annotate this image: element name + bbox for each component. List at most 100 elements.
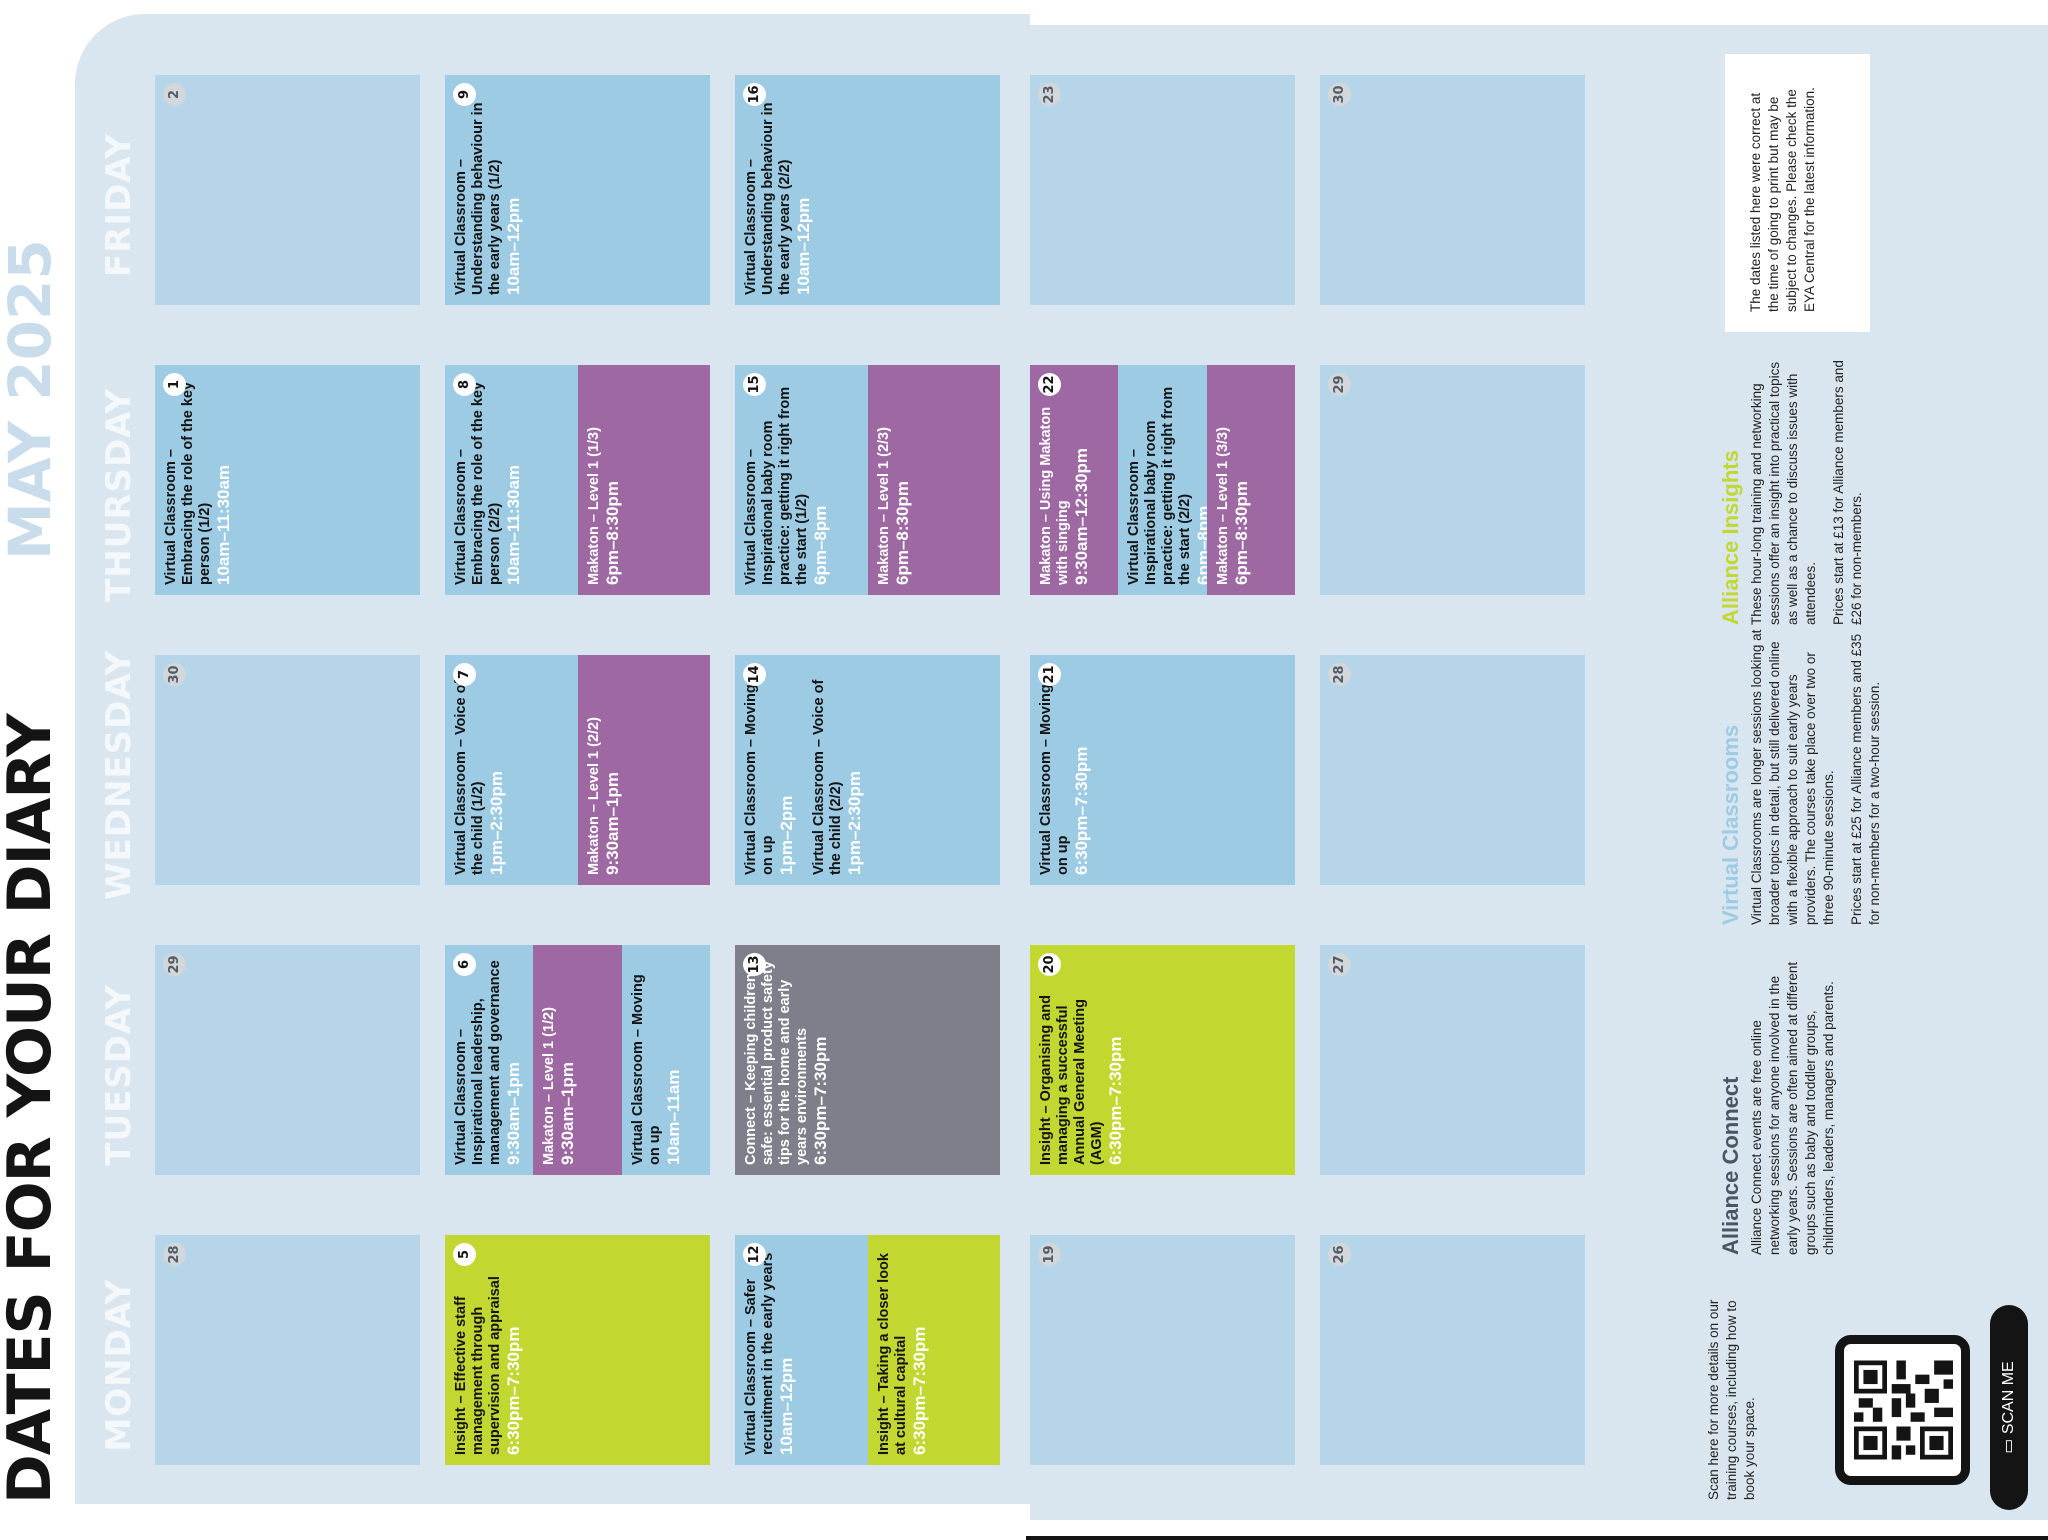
empty-day [1030, 75, 1295, 305]
event-item[interactable]: Makaton – Level 1 (1/3) 6pm–8:30pm [586, 375, 623, 585]
event-item[interactable]: Insight – Taking a closer look at cultur… [876, 1245, 930, 1455]
event-item[interactable]: Virtual Classroom – Inspirational baby r… [1126, 375, 1214, 585]
event-time: 10am–11am [663, 1069, 683, 1165]
day-cell: 29 [155, 945, 420, 1175]
event-segment: Makaton – Level 1 (2/3) 6pm–8:30pm [867, 365, 1000, 595]
day-number: 30 [1328, 83, 1351, 106]
empty-day [1320, 75, 1585, 305]
event-time: 1pm–2:30pm [487, 771, 506, 875]
event-item[interactable]: Makaton – Level 1 (1/2) 9:30am–1pm [541, 955, 578, 1165]
day-number: 19 [1038, 1243, 1061, 1266]
event-title: Virtual Classroom – Voice of the child (… [811, 679, 844, 875]
day-cell: 30 [155, 655, 420, 885]
event-title: Virtual Classroom – Voice of the child (… [453, 679, 486, 875]
day-number: 7 [453, 663, 476, 686]
event-time: 6:30pm–7:30pm [1072, 746, 1091, 875]
day-cell: 19 [1030, 1235, 1295, 1465]
event-time: 10am–12pm [777, 1357, 796, 1455]
event-time: 6:30pm–7:30pm [909, 1326, 929, 1455]
event-item[interactable]: Makaton – Level 1 (2/2) 9:30am–1pm [586, 665, 623, 875]
day-number: 22 [1038, 373, 1061, 396]
day-number: 6 [453, 953, 476, 976]
day-header-friday: FRIDAY [99, 133, 139, 277]
event-item[interactable]: Virtual Classroom – Embracing the role o… [163, 375, 234, 585]
scan-me-button[interactable]: ▭ SCAN ME [1990, 1305, 2028, 1510]
virtual-classrooms-info: Virtual Classrooms Virtual Classrooms ar… [1718, 625, 1894, 925]
event-item[interactable]: Makaton – Using Makaton with singing 9:30… [1038, 375, 1092, 585]
day-header-thursday: THURSDAY [99, 388, 139, 602]
event-segment: Makaton – Using Makaton with singing 9:30… [1030, 365, 1119, 595]
classrooms-body: Virtual Classrooms are longer sessions l… [1749, 629, 1836, 925]
event-item[interactable]: Virtual Classroom – Voice of the child (… [811, 665, 865, 875]
connect-body: Alliance Connect events are free online … [1749, 961, 1836, 1255]
event-item[interactable]: Insight – Effective staff management thr… [453, 1245, 524, 1455]
day-header-monday: MONDAY [99, 1278, 139, 1452]
day-number: 20 [1038, 953, 1061, 976]
alliance-insights-info: Alliance Insights These hour-long traini… [1718, 345, 1876, 625]
day-cell: 2 [155, 75, 420, 305]
event-item[interactable]: Virtual Classroom – Inspirational baby r… [743, 375, 831, 585]
day-number: 27 [1328, 953, 1351, 976]
event-item[interactable]: Virtual Classroom – Understanding behavi… [453, 85, 524, 295]
event-title: Makaton – Using Makaton with singing [1038, 406, 1071, 585]
day-cell: Connect – Keeping children safe: essenti… [735, 945, 1000, 1175]
event-title: Virtual Classroom – Moving on up [1038, 684, 1071, 875]
empty-day [1320, 365, 1585, 595]
qr-code[interactable] [1835, 1335, 1970, 1485]
event-title: Virtual Classroom – Safer recruitment in… [743, 1252, 776, 1455]
event-title: Virtual Classroom – Embracing the role o… [163, 381, 213, 585]
event-segment: Virtual Classroom – Embracing the role o… [445, 365, 578, 595]
page-rule [1026, 1536, 2048, 1540]
event-segment: Virtual Classroom – Understanding behavi… [445, 75, 710, 305]
day-cell: 30 [1320, 75, 1585, 305]
event-title: Makaton – Level 1 (1/3) [585, 427, 602, 585]
day-number: 8 [453, 373, 476, 396]
event-item[interactable]: Virtual Classroom – Embracing the role o… [453, 375, 524, 585]
event-item[interactable]: Makaton – Level 1 (3/3) 6pm–8:30pm [1215, 375, 1252, 585]
day-number: 29 [163, 953, 186, 976]
day-cell: 27 [1320, 945, 1585, 1175]
scan-text: Scan here for more details on our traini… [1706, 1299, 1757, 1500]
day-number: 1 [163, 373, 186, 396]
event-item[interactable]: Virtual Classroom – Safer recruitment in… [743, 1245, 797, 1455]
event-time: 6pm–8:30pm [602, 481, 622, 585]
event-segment: Makaton – Level 1 (3/3) 6pm–8:30pm [1206, 365, 1295, 595]
event-title: Virtual Classroom – Inspirational baby r… [1126, 386, 1194, 585]
empty-day [1320, 655, 1585, 885]
event-item[interactable]: Virtual Classroom – Moving on up 1pm–2pm [743, 665, 797, 875]
empty-day [155, 945, 420, 1175]
disclaimer-card: The dates listed here were correct at th… [1725, 54, 1870, 332]
day-cell: Virtual Classroom – Understanding behavi… [445, 75, 710, 305]
event-item[interactable]: Virtual Classroom – Understanding behavi… [743, 85, 814, 295]
event-title: Virtual Classroom – Understanding behavi… [453, 102, 503, 295]
event-segment: Virtual Classroom – Moving on up 6:30pm–7… [1030, 655, 1295, 885]
event-item[interactable]: Virtual Classroom – Inspirational leader… [453, 955, 524, 1165]
event-item[interactable]: Virtual Classroom – Moving on up 10am–11a… [630, 955, 684, 1165]
event-title: Insight – Effective staff management thr… [453, 1276, 503, 1455]
event-segment: Virtual Classroom – Inspirational baby r… [1118, 365, 1213, 595]
event-segment: Makaton – Level 1 (2/2) 9:30am–1pm [577, 655, 710, 885]
event-title: Virtual Classroom – Understanding behavi… [743, 102, 793, 295]
event-time: 1pm–2:30pm [845, 771, 864, 875]
event-item[interactable]: Virtual Classroom – Voice of the child (… [453, 665, 507, 875]
event-title: Virtual Classroom – Moving on up [629, 974, 663, 1165]
event-segment: Insight – Effective staff management thr… [445, 1235, 710, 1465]
day-number: 29 [1328, 373, 1351, 396]
event-item[interactable]: Virtual Classroom – Moving on up 6:30pm–7… [1038, 665, 1092, 875]
event-item[interactable]: Insight – Organising and managing a succ… [1038, 955, 1126, 1165]
event-title: Makaton – Level 1 (3/3) [1214, 427, 1231, 585]
qr-code-icon [1854, 1360, 1953, 1460]
event-segment: Insight – Organising and managing a succ… [1030, 945, 1295, 1175]
day-cell: Virtual Classroom – Moving on up 6:30pm–7… [1030, 655, 1295, 885]
event-segment: Virtual Classroom – Safer recruitment in… [735, 1235, 868, 1465]
alliance-connect-info: Alliance Connect Alliance Connect events… [1718, 955, 1848, 1255]
insights-prices: Prices start at £13 for Alliance members… [1831, 360, 1864, 625]
event-segment: Makaton – Level 1 (1/2) 9:30am–1pm [533, 945, 622, 1175]
day-number: 30 [163, 663, 186, 686]
day-header-tuesday: TUESDAY [99, 984, 139, 1166]
event-item[interactable]: Makaton – Level 1 (2/3) 6pm–8:30pm [876, 375, 913, 585]
event-title: Virtual Classroom – Inspirational baby r… [743, 386, 810, 585]
day-cell: Insight – Organising and managing a succ… [1030, 945, 1295, 1175]
event-item[interactable]: Connect – Keeping children safe: essenti… [743, 955, 831, 1165]
